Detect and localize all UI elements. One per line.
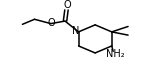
Text: O: O [63, 0, 71, 10]
Text: O: O [48, 18, 55, 28]
Text: N: N [72, 26, 79, 36]
Text: NH₂: NH₂ [106, 49, 125, 59]
